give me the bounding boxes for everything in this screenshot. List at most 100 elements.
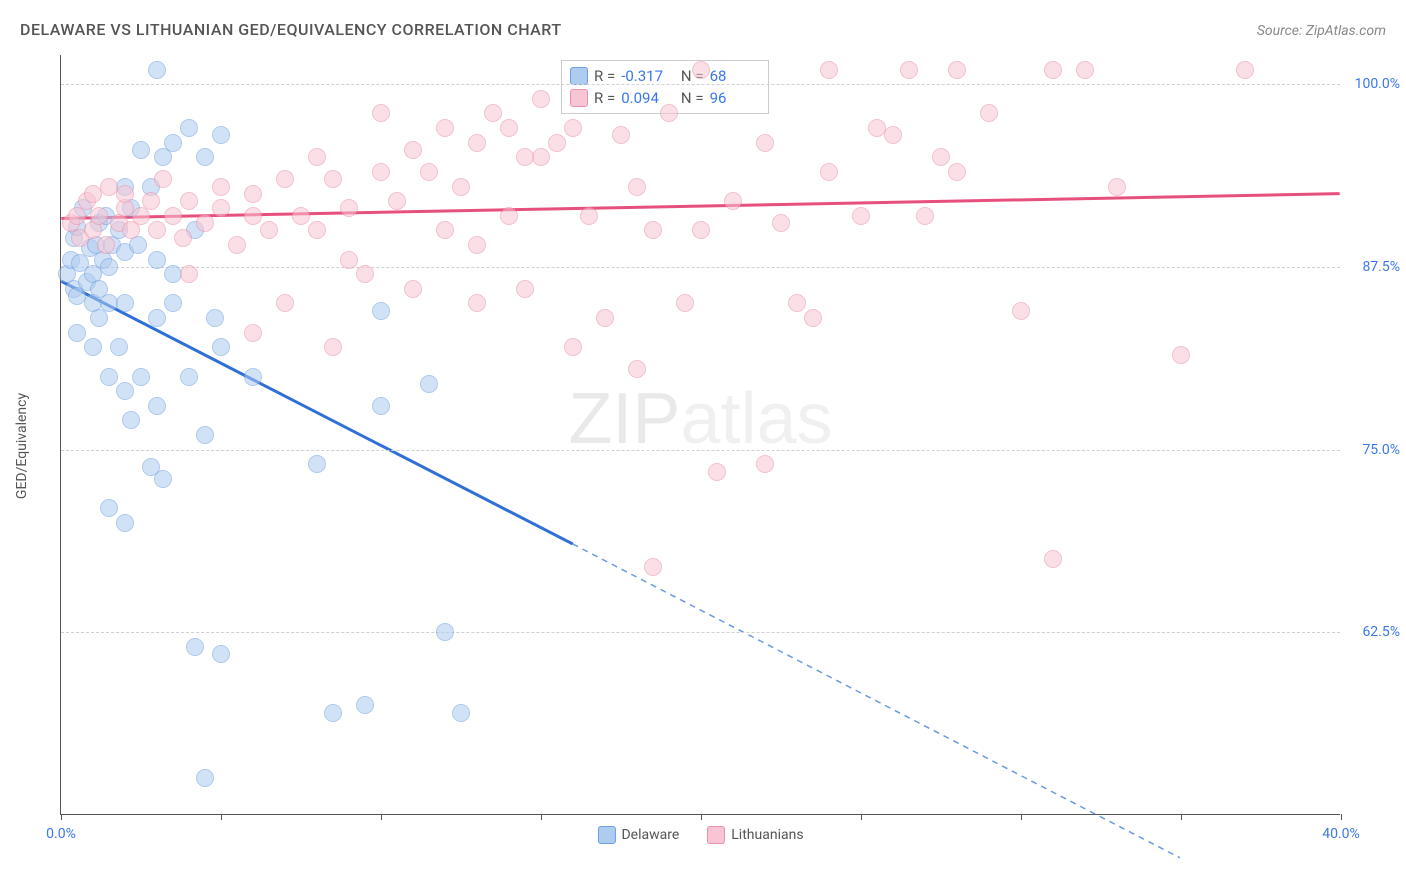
data-point [164,134,182,152]
data-point [372,163,390,181]
data-point [100,368,118,386]
data-point [516,280,534,298]
data-point [148,61,166,79]
data-point [404,141,422,159]
x-tick [701,814,702,820]
data-point [900,61,918,79]
data-point [244,368,262,386]
stat-r-value: 0.094 [621,89,671,107]
data-point [148,251,166,269]
data-point [484,104,502,122]
data-point [196,769,214,787]
data-point [164,294,182,312]
chart-title: DELAWARE VS LITHUANIAN GED/EQUIVALENCY C… [20,20,562,39]
data-point [692,221,710,239]
data-point [212,178,230,196]
data-point [564,119,582,137]
data-point [228,236,246,254]
data-point [1108,178,1126,196]
data-point [500,119,518,137]
data-point [644,221,662,239]
data-point [932,148,950,166]
data-point [372,104,390,122]
data-point [324,704,342,722]
data-point [154,170,172,188]
data-point [452,178,470,196]
data-point [308,455,326,473]
data-point [884,126,902,144]
stat-n-value: 68 [710,67,760,85]
data-point [1044,61,1062,79]
data-point [100,499,118,517]
data-point [468,294,486,312]
data-point [788,294,806,312]
data-point [820,163,838,181]
data-point [820,61,838,79]
data-point [772,214,790,232]
data-point [292,207,310,225]
y-tick-label: 75.0% [1345,442,1400,458]
data-point [676,294,694,312]
data-point [1012,302,1030,320]
data-point [196,426,214,444]
legend: Delaware Lithuanians [597,826,803,844]
legend-item: Lithuanians [707,826,803,844]
data-point [116,382,134,400]
data-point [148,309,166,327]
data-point [260,221,278,239]
gridline [61,450,1340,451]
data-point [356,696,374,714]
data-point [692,61,710,79]
data-point [948,163,966,181]
data-point [756,134,774,152]
gridline [61,84,1340,85]
x-tick [221,814,222,820]
data-point [548,134,566,152]
watermark: ZIPatlas [568,378,832,460]
data-point [980,104,998,122]
series-swatch [570,89,588,107]
data-point [164,207,182,225]
data-point [372,302,390,320]
x-tick [861,814,862,820]
legend-item: Delaware [597,826,679,844]
trend-line [61,281,572,544]
plot-area: ZIPatlas R =-0.317 N =68R =0.094 N =96 D… [60,55,1340,815]
data-point [580,207,598,225]
data-point [436,119,454,137]
data-point [68,324,86,342]
data-point [180,119,198,137]
legend-swatch [707,826,725,844]
data-point [324,170,342,188]
data-point [142,192,160,210]
legend-label: Lithuanians [731,827,803,843]
data-point [660,104,678,122]
legend-label: Delaware [621,827,679,843]
data-point [324,338,342,356]
data-point [468,134,486,152]
stat-r-label: R = [594,89,615,107]
data-point [500,207,518,225]
y-tick-label: 100.0% [1345,76,1400,92]
data-point [97,236,115,254]
stat-n-value: 96 [710,89,760,107]
data-point [132,141,150,159]
data-point [212,645,230,663]
data-point [852,207,870,225]
series-swatch [570,67,588,85]
data-point [154,470,172,488]
data-point [244,324,262,342]
data-point [116,294,134,312]
data-point [116,185,134,203]
data-point [180,265,198,283]
data-point [186,638,204,656]
stat-n-label: N = [677,89,703,107]
data-point [596,309,614,327]
data-point [564,338,582,356]
data-point [612,126,630,144]
x-tick [1341,814,1342,820]
legend-swatch [597,826,615,844]
data-point [1076,61,1094,79]
data-point [132,368,150,386]
data-point [148,221,166,239]
